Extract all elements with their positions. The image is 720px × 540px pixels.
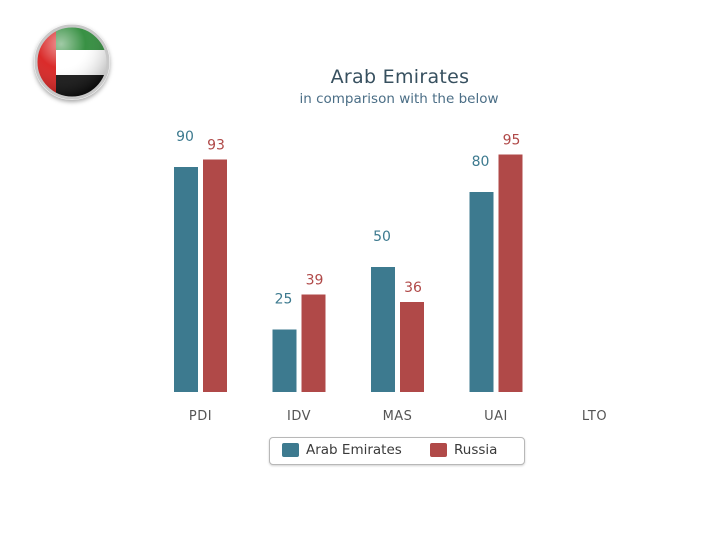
x-tick-label-mas: MAS: [383, 409, 413, 424]
uae-flag-icon: [34, 24, 110, 100]
chart-subtitle: in comparison with the below: [299, 91, 499, 107]
legend-item-series-2: Russia: [430, 442, 497, 458]
chart-legend: Arab Emirates Russia: [269, 437, 525, 465]
data-label-mas-series-1: 50: [373, 229, 391, 245]
bar-uai-series-1: [469, 192, 494, 392]
data-label-uai-series-2: 95: [503, 133, 521, 149]
bar-pdi-series-1: [174, 167, 198, 392]
x-tick-label-lto: LTO: [582, 409, 607, 424]
bar-pdi-series-2: [203, 159, 227, 392]
bar-idv-series-2: [301, 294, 326, 392]
legend-swatch-series-2: [430, 443, 447, 457]
data-label-uai-series-1: 80: [472, 154, 490, 170]
x-tick-label-pdi: PDI: [189, 409, 212, 424]
bar-mas-series-2: [400, 302, 424, 392]
data-label-mas-series-2: 36: [404, 280, 422, 296]
data-label-pdi-series-2: 93: [207, 138, 225, 154]
x-tick-label-idv: IDV: [287, 409, 311, 424]
x-tick-label-uai: UAI: [484, 409, 508, 424]
legend-swatch-series-1: [282, 443, 299, 457]
bar-idv-series-1: [272, 329, 297, 392]
legend-label-series-1: Arab Emirates: [306, 442, 402, 458]
bar-mas-series-1: [371, 267, 395, 392]
legend-label-series-2: Russia: [454, 442, 498, 458]
data-label-idv-series-2: 39: [306, 273, 324, 289]
legend-item-series-1: Arab Emirates: [282, 442, 402, 458]
chart-title: Arab Emirates: [330, 66, 470, 88]
data-label-idv-series-1: 25: [275, 292, 293, 308]
data-label-pdi-series-1: 90: [176, 129, 194, 145]
bar-uai-series-2: [498, 154, 523, 392]
